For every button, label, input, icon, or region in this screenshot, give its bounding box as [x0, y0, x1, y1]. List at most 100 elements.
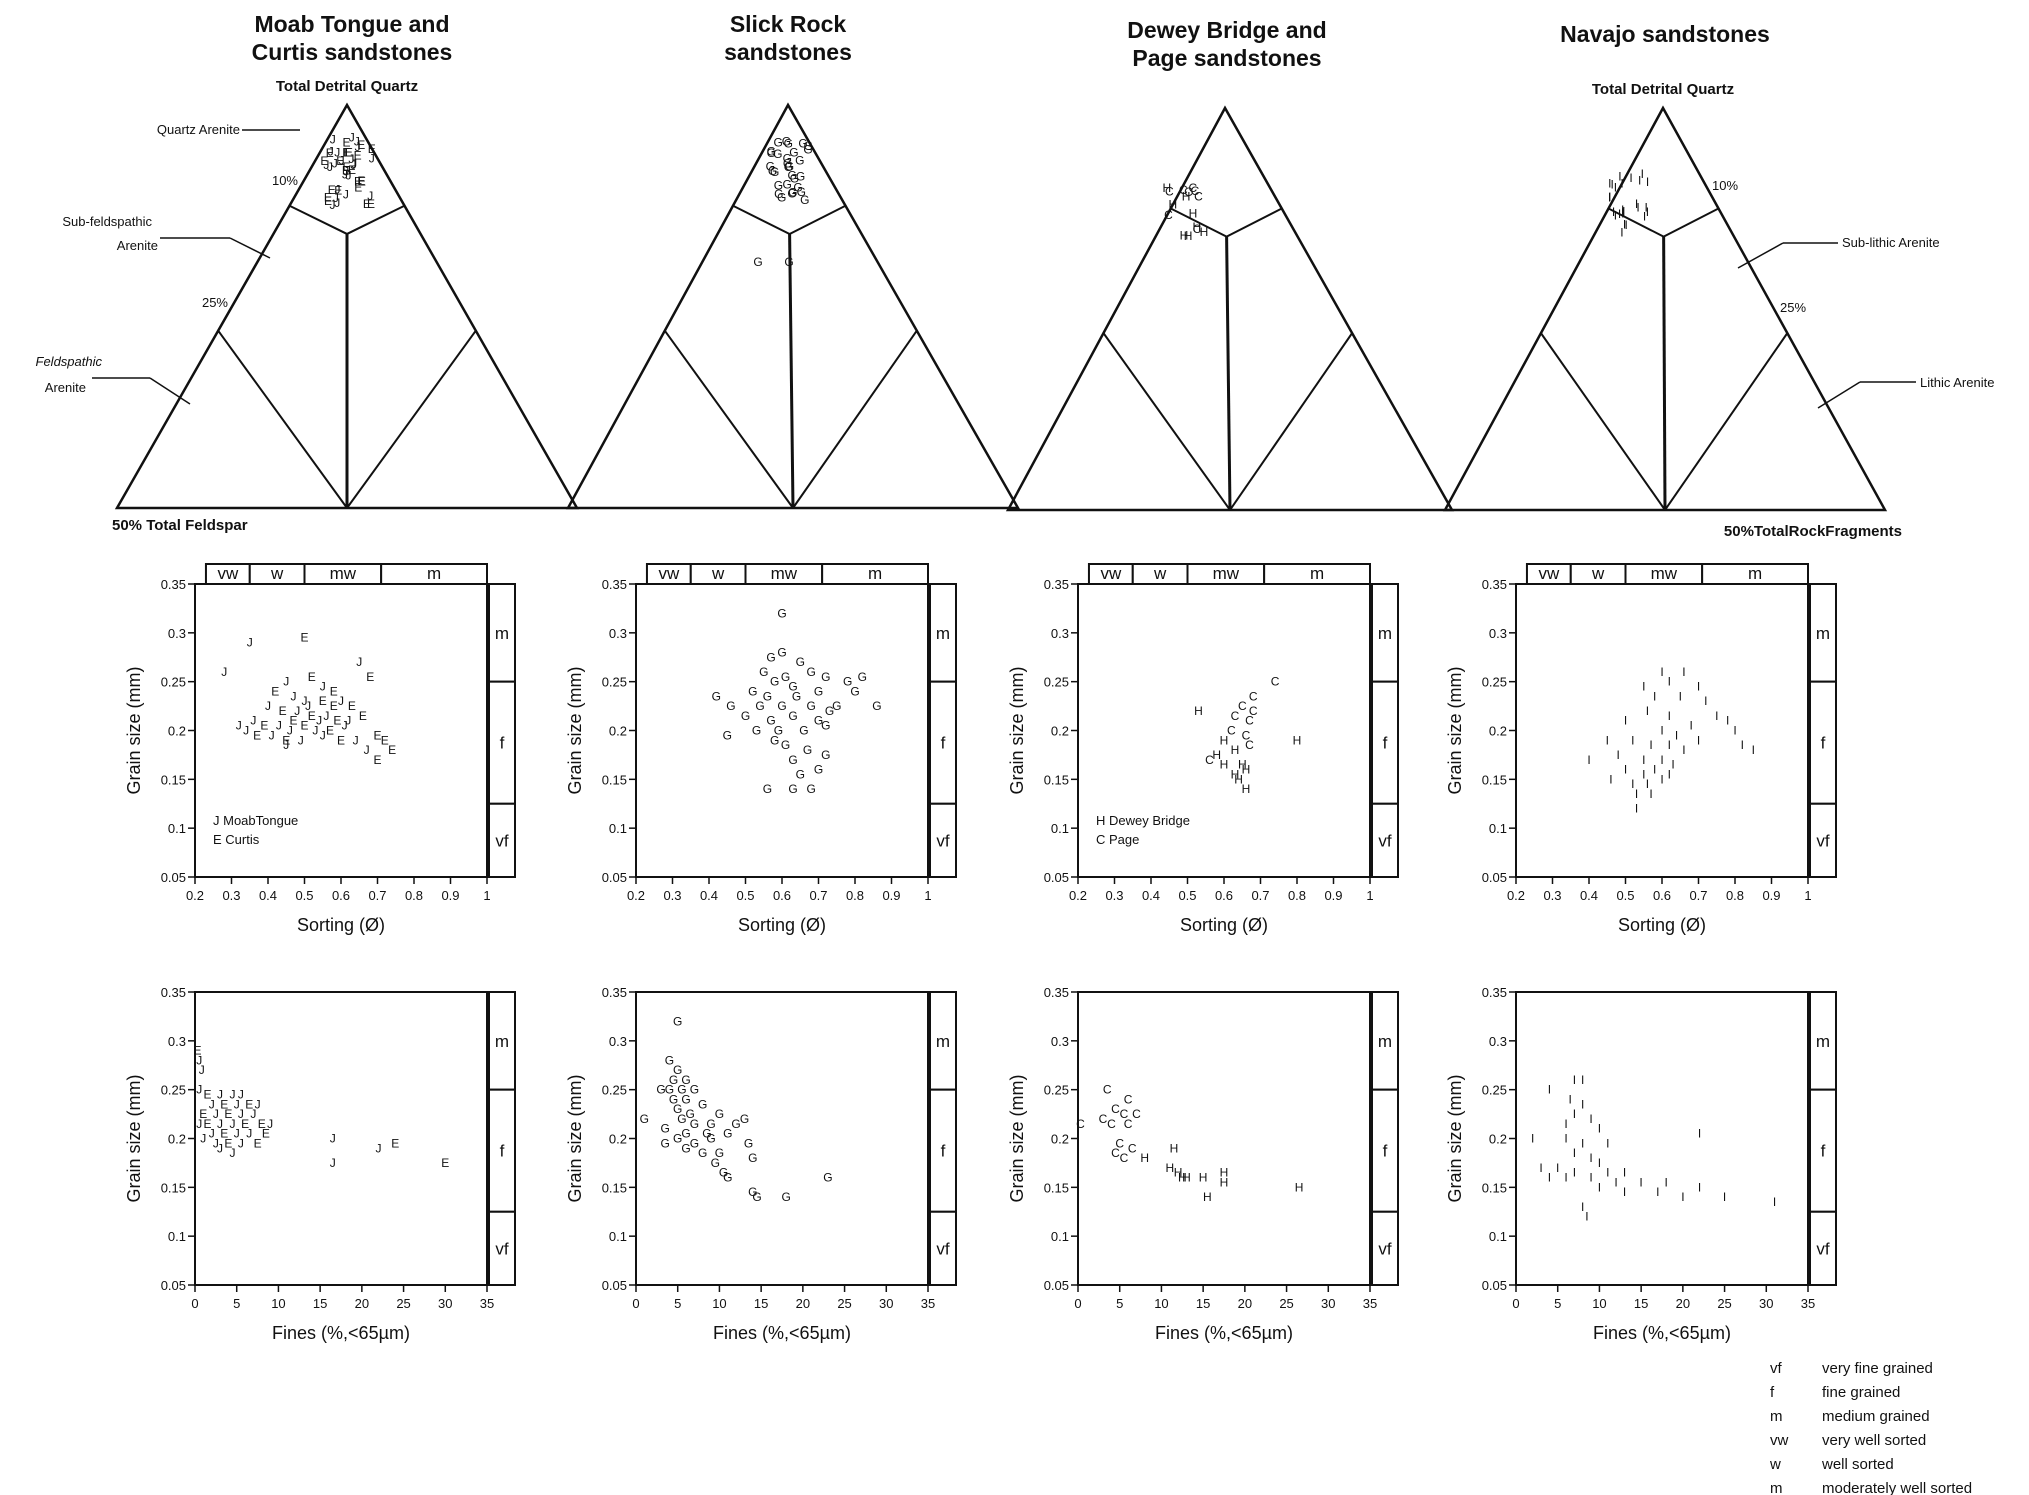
data-point: C [1107, 1117, 1116, 1131]
data-point: H [1140, 1151, 1149, 1165]
data-point: E [220, 1097, 228, 1111]
data-point: J [323, 709, 329, 723]
data-point: H [1242, 782, 1251, 796]
composition-point: I [1638, 174, 1641, 188]
data-point: J [213, 1136, 219, 1150]
x-tick-label: 0.4 [259, 888, 277, 903]
data-point: J [312, 724, 318, 738]
column-title: Dewey Bridge and [1127, 17, 1326, 43]
column-title: sandstones [724, 39, 852, 65]
y-tick-label: 0.3 [1489, 626, 1507, 641]
data-point: I [1668, 675, 1671, 689]
grain-band-label: f [500, 734, 505, 753]
x-axis-label: Fines (%,<65µm) [272, 1323, 410, 1343]
data-point: I [1698, 1180, 1701, 1194]
sorting-panel-0: 0.05 0.1 0.15 0.2 0.25 0.3 0.35 0.2 0.3 0.4 0.5 0.6… [124, 563, 516, 935]
y-tick-label: 0.3 [609, 626, 627, 641]
composition-point: I [1618, 169, 1621, 183]
composition-point: I [1620, 176, 1623, 190]
data-point: I [1668, 768, 1671, 782]
x-axis-label: Sorting (Ø) [297, 915, 385, 935]
data-point: J [345, 714, 351, 728]
ternary-inner-line [792, 330, 918, 509]
x-tick-label: 0.4 [1580, 888, 1598, 903]
data-point: G [781, 738, 790, 752]
data-point: J [196, 1083, 202, 1097]
data-point: G [723, 1171, 732, 1185]
composition-point: I [1625, 218, 1628, 232]
x-tick-label: 0.7 [1689, 888, 1707, 903]
data-point: I [1653, 689, 1656, 703]
data-point: G [788, 709, 797, 723]
y-tick-label: 0.15 [161, 772, 186, 787]
composition-point: I [1629, 171, 1632, 185]
composition-point: G [804, 139, 813, 153]
x-tick-label: 0.5 [736, 888, 754, 903]
legend-description: very fine grained [1822, 1360, 1933, 1377]
x-tick-label: 0.6 [332, 888, 350, 903]
composition-point: I [1621, 203, 1624, 217]
data-point: G [782, 1190, 791, 1204]
x-tick-label: 5 [1116, 1296, 1123, 1311]
data-point: C [1205, 753, 1214, 767]
ternary-0: Total Detrital Quartz 50% Total Feldspar J… [36, 78, 580, 534]
composition-point: H [1200, 225, 1209, 239]
composition-point: E [367, 197, 375, 211]
grain-band-box [929, 1210, 957, 1286]
data-point: C [1076, 1117, 1085, 1131]
composition-point: J [330, 198, 336, 212]
y-axis-label: Grain size (mm) [1007, 666, 1027, 794]
y-tick-label: 0.2 [1051, 724, 1069, 739]
y-tick-label: 0.25 [602, 675, 627, 690]
grain-band-label: m [936, 1032, 950, 1051]
data-point: I [1741, 738, 1744, 752]
y-tick-label: 0.1 [168, 821, 186, 836]
x-tick-label: 35 [921, 1296, 935, 1311]
x-axis-label: Fines (%,<65µm) [713, 1323, 851, 1343]
ternary-edge [1540, 208, 1610, 334]
data-point: J [364, 743, 370, 757]
percent-label: 25% [202, 295, 228, 310]
data-point: J [238, 1088, 244, 1102]
composition-point: C [1184, 185, 1193, 199]
x-tick-label: 0.4 [1142, 888, 1160, 903]
x-tick-label: 0.4 [700, 888, 718, 903]
data-point: E [326, 724, 334, 738]
composition-point: J [343, 188, 349, 202]
legend-code: w [1769, 1456, 1781, 1473]
composition-point: C [1188, 181, 1197, 195]
grain-band-label: m [495, 624, 509, 643]
legend-description: very well sorted [1822, 1432, 1926, 1449]
data-point: I [1548, 1083, 1551, 1097]
data-point: I [1635, 787, 1638, 801]
data-point: J [298, 733, 304, 747]
sorting-band-label: vw [1538, 564, 1560, 583]
composition-point: J [327, 160, 333, 174]
data-point: E [359, 709, 367, 723]
code-legend: vf very fine grained f fine grained m medium … [1769, 1360, 1972, 1495]
data-point: I [1623, 1166, 1626, 1180]
composition-point: G [782, 135, 791, 149]
data-point: E [245, 1097, 253, 1111]
y-tick-label: 0.15 [1044, 772, 1069, 787]
composition-point: J [354, 134, 360, 148]
composition-point: G [798, 137, 807, 151]
data-point: C [1245, 714, 1254, 728]
data-point: C [1103, 1083, 1112, 1097]
data-point: E [241, 1117, 249, 1131]
data-point: G [673, 1132, 682, 1146]
data-point: E [308, 709, 316, 723]
data-point: J [330, 1156, 336, 1170]
data-point: G [681, 1073, 690, 1087]
data-point: J [196, 1053, 202, 1067]
data-point: G [673, 1014, 682, 1028]
composition-point: G [766, 160, 775, 174]
composition-point: H [1192, 220, 1201, 234]
series-legend-entry: C Page [1096, 832, 1139, 847]
y-tick-label: 0.05 [1044, 870, 1069, 885]
data-point: J [199, 1063, 205, 1077]
callout-leader [149, 377, 191, 405]
data-point: I [1660, 665, 1663, 679]
y-tick-label: 0.05 [1482, 1278, 1507, 1293]
